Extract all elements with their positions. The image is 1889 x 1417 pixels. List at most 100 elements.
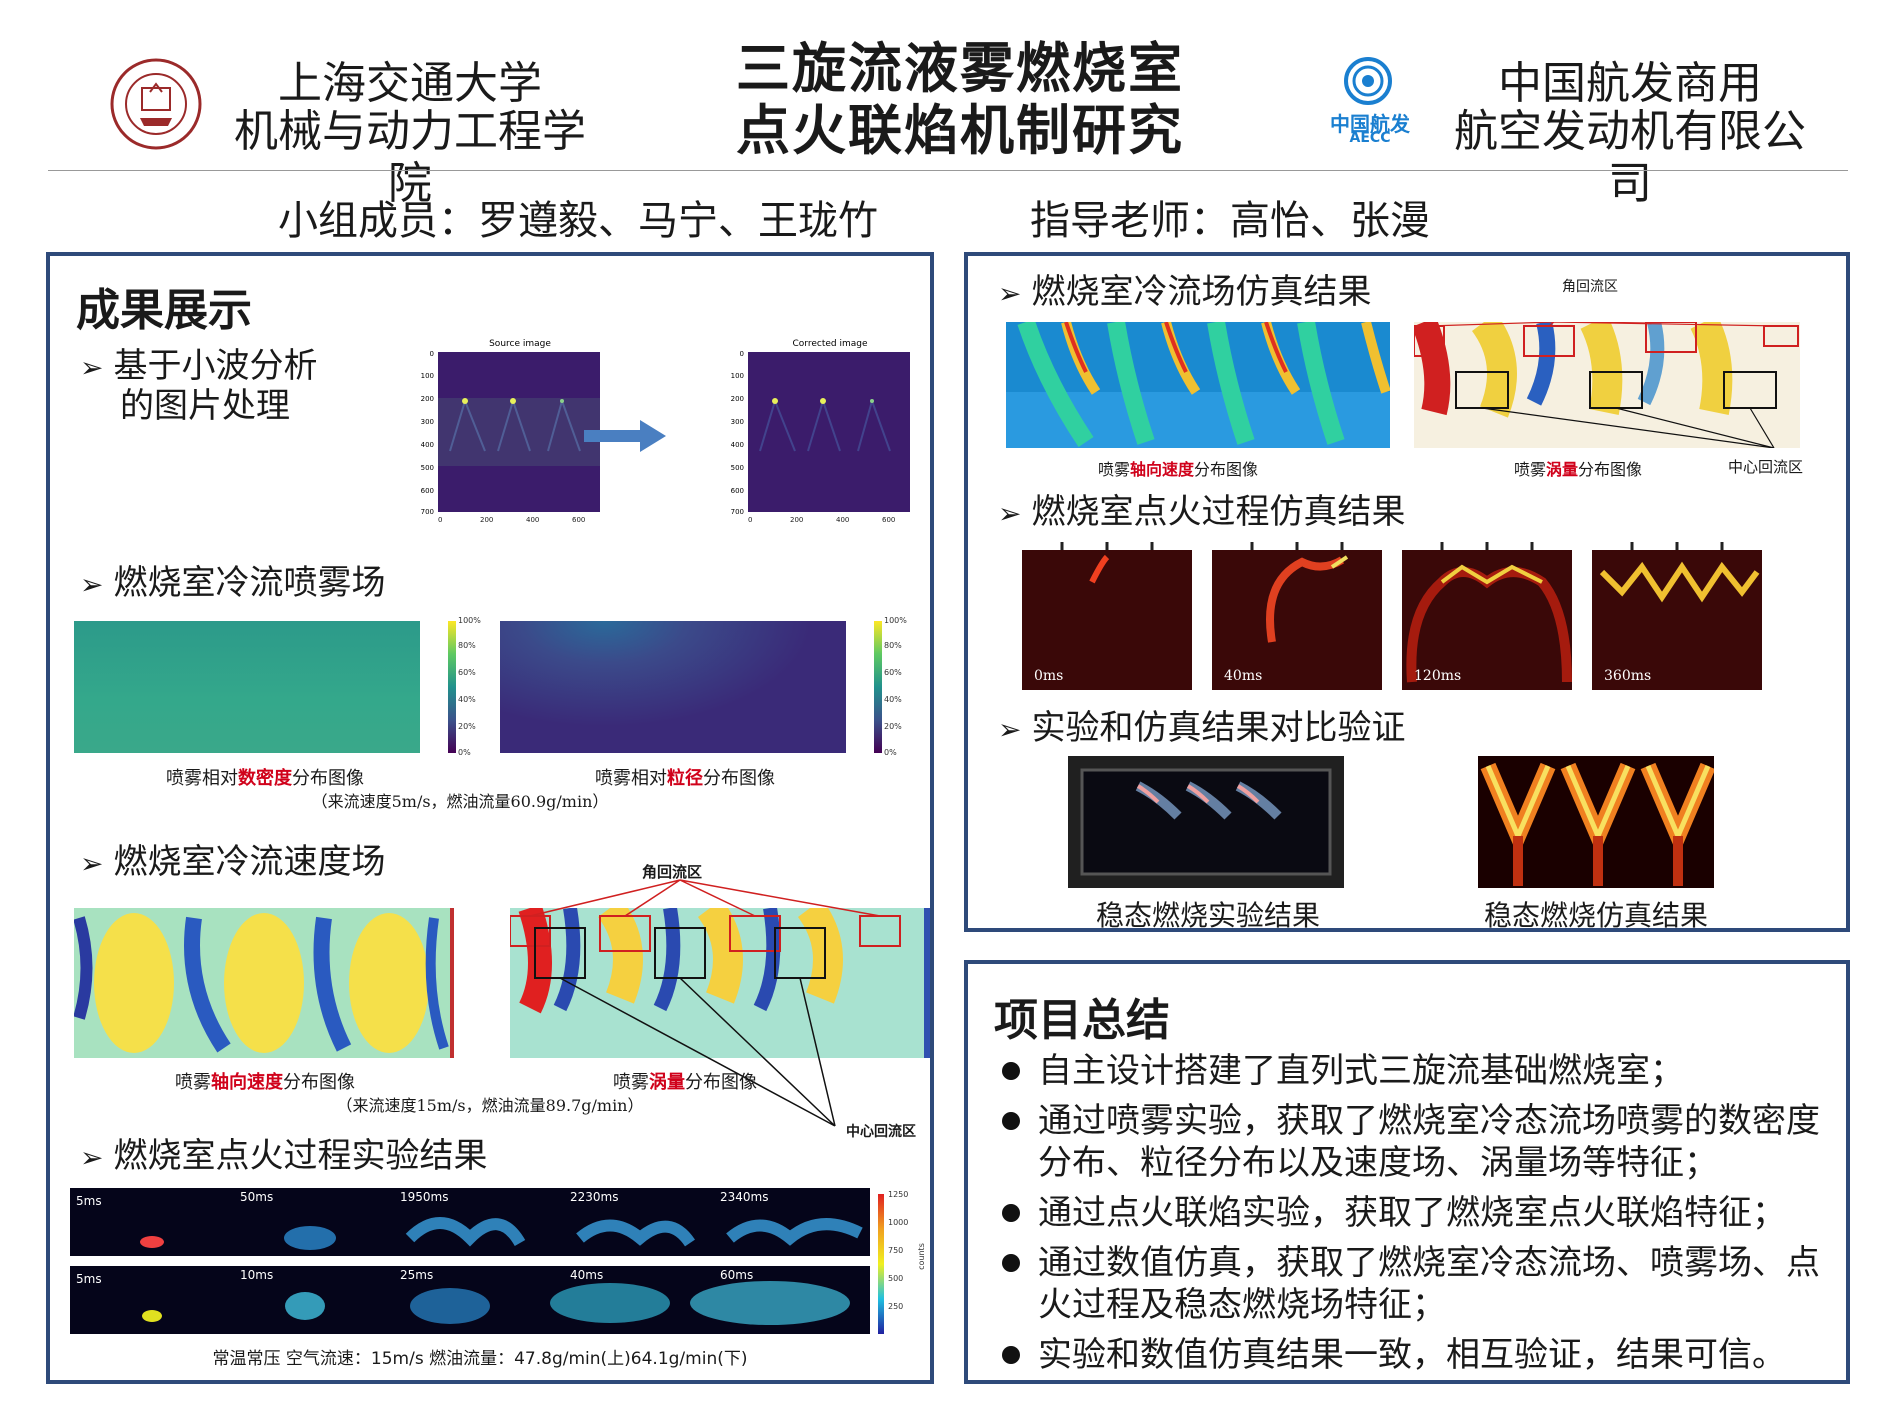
ignition-bottom-times: 5ms 10ms 25ms 40ms 60ms xyxy=(70,1268,870,1288)
caption-post: 分布图像 xyxy=(283,1072,355,1093)
steady-sim-image xyxy=(1478,756,1714,888)
number-density-cbar-ticks: 100% 80% 60% 40% 20% 0% xyxy=(458,616,488,757)
cbar-tick: 0% xyxy=(884,748,897,757)
ytick: 100 xyxy=(731,372,744,380)
ytick: 300 xyxy=(731,418,744,426)
caption-highlight: 涡量 xyxy=(1545,460,1578,479)
ytick: 0 xyxy=(740,350,744,358)
cbar-tick: 80% xyxy=(458,641,476,650)
ytick: 300 xyxy=(421,418,434,426)
ignition-sim-frames xyxy=(1022,542,1762,690)
frame-time: 40ms xyxy=(570,1268,604,1282)
summary-item-4-cont: 火过程及稳态燃烧场特征； xyxy=(1038,1285,1446,1325)
ytick: 500 xyxy=(731,464,744,472)
caption-highlight: 轴向速度 xyxy=(211,1072,283,1093)
xtick: 400 xyxy=(526,516,540,524)
xtick: 0 xyxy=(438,516,443,524)
vorticity-image xyxy=(510,908,930,1058)
ytick: 600 xyxy=(421,487,434,495)
velocity-label: ➢ 燃烧室冷流速度场 xyxy=(80,842,386,882)
cbar-tick: 40% xyxy=(884,695,902,704)
ignition-caption: 常温常压 空气流速：15m/s 燃油流量：47.8g/min(上)64.1g/m… xyxy=(212,1349,748,1369)
sim-frame-time: 120ms xyxy=(1414,668,1462,684)
number-density-caption: 喷雾相对数密度分布图像 xyxy=(100,764,430,790)
caption-highlight: 轴向速度 xyxy=(1129,460,1194,479)
cbar-tick: 40% xyxy=(458,695,476,704)
steady-exp-photo xyxy=(1068,756,1344,888)
frame-40ms xyxy=(1212,542,1382,690)
spray-label-text: 燃烧室冷流喷雾场 xyxy=(113,563,386,603)
aecc-spiral-icon xyxy=(1344,57,1392,105)
bullet-dot xyxy=(1002,1112,1020,1130)
cbar-tick: 60% xyxy=(884,668,902,677)
caption-highlight: 数密度 xyxy=(238,768,292,789)
sjtu-seal-logo xyxy=(110,58,202,150)
summary-item-5: 实验和数值仿真结果一致，相互验证，结果可信。 xyxy=(1038,1335,1786,1375)
bullet-dot xyxy=(1002,1062,1020,1080)
ytick: 100 xyxy=(421,372,434,380)
cbar-tick: 1250 xyxy=(888,1190,909,1199)
spray-label: ➢ 燃烧室冷流喷雾场 xyxy=(80,563,386,603)
xtick: 600 xyxy=(572,516,586,524)
frame-time: 1950ms xyxy=(400,1190,449,1204)
summary-item-1: 自主设计搭建了直列式三旋流基础燃烧室； xyxy=(1038,1051,1684,1091)
frame-time: 5ms xyxy=(76,1272,102,1286)
vorticity-annotation-lines xyxy=(529,879,881,1127)
sim-corner-label: 角回流区 xyxy=(1562,279,1618,295)
cbar-tick: 750 xyxy=(888,1246,904,1255)
cbar-label: counts xyxy=(916,1243,926,1270)
center-recirculation-label: 中心回流区 xyxy=(846,1124,916,1140)
ytick: 500 xyxy=(421,464,434,472)
cbar-tick: 250 xyxy=(888,1302,904,1311)
corrected-yticks: 0 100 200 300 400 500 600 700 xyxy=(731,350,744,516)
caption-post: 分布图像 xyxy=(1194,460,1259,479)
ytick: 700 xyxy=(421,508,434,516)
cbar-tick: 20% xyxy=(458,722,476,731)
caption-pre: 喷雾相对 xyxy=(595,768,667,789)
results-heading: 成果展示 xyxy=(76,285,252,336)
ignition-exp-label-text: 燃烧室点火过程实验结果 xyxy=(113,1136,488,1176)
number-density-image xyxy=(74,621,420,753)
caption-highlight: 粒径 xyxy=(667,768,703,789)
ignition-sim-label-text: 燃烧室点火过程仿真结果 xyxy=(1031,492,1406,532)
caption-pre: 喷雾 xyxy=(613,1072,649,1093)
summary-heading: 项目总结 xyxy=(994,995,1170,1046)
xtick: 400 xyxy=(836,516,850,524)
cbar-tick: 500 xyxy=(888,1274,904,1283)
particle-size-caption: 喷雾相对粒径分布图像 xyxy=(520,764,850,790)
particle-size-colorbar xyxy=(874,621,882,753)
sim-vorticity-image xyxy=(1414,322,1800,448)
sim-frame-time: 360ms xyxy=(1604,668,1652,684)
caption-post: 分布图像 xyxy=(685,1072,757,1093)
source-image-title: Source image xyxy=(489,339,551,349)
cold-flow-sim-label-text: 燃烧室冷流场仿真结果 xyxy=(1031,272,1372,312)
summary-item-2: 通过喷雾实验，获取了燃烧室冷态流场喷雾的数密度 xyxy=(1038,1101,1820,1141)
xtick: 0 xyxy=(748,516,753,524)
ytick: 600 xyxy=(731,487,744,495)
frame-0ms xyxy=(1022,542,1192,690)
caption-post: 分布图像 xyxy=(292,768,364,789)
simulation-panel: ➢ 燃烧室冷流场仿真结果 角回流区 喷雾轴向速度分布图像 喷雾涡量分布图像 中心回… xyxy=(964,252,1850,932)
spray-condition: （来流速度5m/s，燃油流量60.9g/min） xyxy=(311,792,609,811)
velocity-label-text: 燃烧室冷流速度场 xyxy=(113,842,386,882)
sim-axial-caption: 喷雾轴向速度分布图像 xyxy=(1028,456,1328,480)
ytick: 400 xyxy=(731,441,744,449)
wavelet-label: ➢ 基于小波分析 xyxy=(80,346,318,386)
particle-size-cbar-ticks: 100% 80% 60% 40% 20% 0% xyxy=(884,616,914,757)
particle-size-image xyxy=(500,621,846,753)
cbar-tick: 1000 xyxy=(888,1218,909,1227)
source-image-plot: Source image 0 100 200 300 400 500 600 7… xyxy=(421,339,600,516)
aecc-logo-sub: AECC xyxy=(1349,130,1391,146)
ytick: 200 xyxy=(731,395,744,403)
aecc-logo-text: 中国航发 xyxy=(1330,112,1410,136)
ignition-exp-label: ➢ 燃烧室点火过程实验结果 xyxy=(80,1136,488,1176)
frame-120ms xyxy=(1402,542,1572,690)
sim-frame-time: 0ms xyxy=(1034,668,1064,684)
ytick: 0 xyxy=(430,350,434,358)
axial-velocity-caption: 喷雾轴向速度分布图像 xyxy=(100,1068,430,1094)
cold-flow-sim-label: ➢ 燃烧室冷流场仿真结果 xyxy=(998,272,1372,312)
bullet-dot xyxy=(1002,1204,1020,1222)
axial-velocity-image xyxy=(74,908,454,1058)
right-arrow-icon xyxy=(584,420,666,452)
right-org-line2: 航空发动机有限公司 xyxy=(1454,106,1806,209)
